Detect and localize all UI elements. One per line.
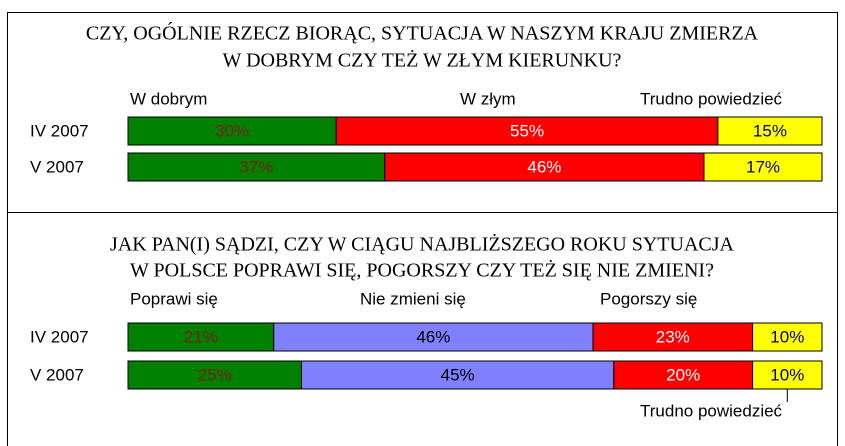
value-label: 10% xyxy=(770,327,804,346)
panel-frame xyxy=(7,12,838,213)
legend-label: Trudno powiedzieć xyxy=(640,401,783,420)
bar-segment xyxy=(613,360,754,390)
value-label: 23% xyxy=(656,327,690,346)
chart-title: W POLSCE POPRAWI SIĘ, POGORSZY CZY TEŻ S… xyxy=(130,259,714,282)
category-label: IV 2007 xyxy=(30,327,89,346)
chart-title: W DOBRYM CZY TEŻ W ZŁYM KIERUNKU? xyxy=(223,49,622,72)
bar-segment xyxy=(592,322,754,352)
bar-segment xyxy=(703,152,823,182)
bar-segment xyxy=(752,360,823,390)
value-label: 46% xyxy=(416,327,450,346)
bar-segment xyxy=(301,360,615,390)
legend-label: Pogorszy się xyxy=(600,289,697,308)
legend-label: Nie zmieni się xyxy=(360,289,466,308)
category-label: V 2007 xyxy=(30,157,84,176)
bar-segment xyxy=(127,322,275,352)
bar-segment xyxy=(127,360,302,390)
value-label: 20% xyxy=(666,365,700,384)
bar-segment xyxy=(717,116,823,146)
value-label: 17% xyxy=(746,157,780,176)
legend-label: Trudno powiedzieć xyxy=(640,89,783,108)
bar-segment xyxy=(752,322,823,352)
value-label: 45% xyxy=(441,365,475,384)
bar-segment xyxy=(273,322,594,352)
value-label: 10% xyxy=(770,365,804,384)
panel-frame xyxy=(7,212,838,446)
bar-segment xyxy=(384,152,705,182)
bar-segment xyxy=(127,116,337,146)
legend-label: W złym xyxy=(460,89,516,108)
chart-title: CZY, OGÓLNIE RZECZ BIORĄC, SYTUACJA W NA… xyxy=(86,21,759,45)
value-label: 46% xyxy=(527,157,561,176)
value-label: 25% xyxy=(198,365,232,384)
bar-segment xyxy=(127,152,386,182)
value-label: 55% xyxy=(510,121,544,140)
category-label: V 2007 xyxy=(30,365,84,384)
value-label: 15% xyxy=(753,121,787,140)
value-label: 30% xyxy=(215,121,249,140)
chart-title: JAK PAN(I) SĄDZI, CZY W CIĄGU NAJBLIŻSZE… xyxy=(110,233,734,256)
category-label: IV 2007 xyxy=(30,121,89,140)
value-label: 37% xyxy=(239,157,273,176)
legend-label: W dobrym xyxy=(130,89,207,108)
legend-label: Poprawi się xyxy=(130,289,218,308)
value-label: 21% xyxy=(184,327,218,346)
